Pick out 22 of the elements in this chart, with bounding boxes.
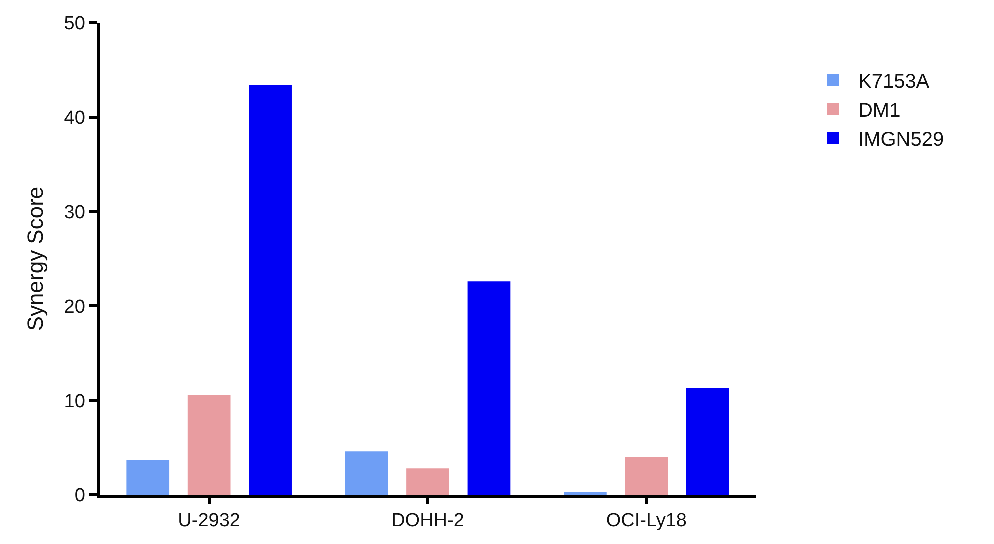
bar (126, 460, 170, 495)
bar (345, 452, 388, 495)
y-tick-label: 0 (74, 486, 86, 507)
bar (249, 85, 292, 495)
x-tick-label: DOHH-2 (392, 510, 464, 532)
x-tick-label: U-2932 (178, 510, 240, 532)
y-tick-label: 30 (64, 202, 86, 224)
bar (625, 457, 668, 495)
bar (406, 468, 450, 495)
y-tick-label: 50 (64, 14, 86, 35)
x-tick-label: OCI-Ly18 (606, 510, 687, 532)
y-tick-label: 10 (64, 391, 86, 412)
y-axis-title: Synergy Score (23, 186, 48, 332)
bar (564, 492, 607, 495)
bar (468, 282, 511, 495)
y-tick-label: 20 (64, 296, 86, 318)
legend-label: K7153A (858, 71, 930, 94)
bar (188, 394, 231, 495)
legend-label: DM1 (858, 100, 901, 122)
legend-label: IMGN529 (858, 129, 944, 152)
y-tick-label: 40 (64, 108, 86, 130)
bar (686, 388, 730, 495)
